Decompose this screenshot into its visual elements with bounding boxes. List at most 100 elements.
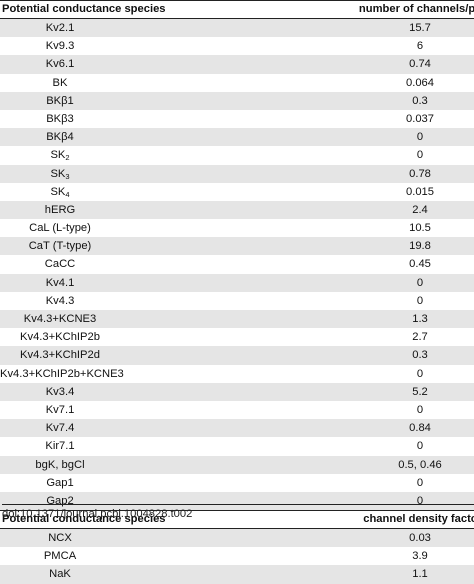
species-name: NaK — [49, 568, 71, 581]
subscript: 4 — [65, 189, 70, 199]
table-row: BKβ4 0 — [0, 128, 474, 147]
species-name: Kv7.1 — [45, 403, 75, 416]
species-value: 19.8 — [409, 240, 431, 253]
table-row: CaCC 0.45 — [0, 255, 474, 273]
species-name: Kv2.1 — [45, 22, 75, 34]
species-value: 0 — [416, 403, 424, 416]
species-value: 0.064 — [406, 76, 434, 89]
table-row: Kv7.4 0.84 — [0, 419, 474, 438]
species-name: Kv4.3+KChIP2d — [20, 349, 100, 362]
table-row: BK 0.064 — [0, 74, 474, 92]
table-row: Kv4.3 0 — [0, 292, 474, 310]
species-value: 0 — [416, 294, 424, 307]
species-value: 0 — [416, 476, 424, 489]
table-row: Gap2 0 — [0, 491, 474, 511]
table-row: SK2 0 — [0, 146, 474, 164]
table-row: SK3 0.78 — [0, 164, 474, 183]
species-name: BKβ3 — [46, 112, 74, 125]
table-row: Kv4.3+KCNE3 1.3 — [0, 310, 474, 329]
species-value: 0.74 — [409, 58, 431, 71]
species-name: PMCA — [43, 550, 77, 563]
species-value: 0 — [416, 494, 424, 507]
species-value: 2.7 — [412, 331, 428, 344]
table-row: Kv9.3 6 — [0, 37, 474, 55]
species-value: 0.037 — [406, 112, 434, 125]
species-name: Kir7.1 — [45, 440, 75, 453]
species-value: 0.3 — [412, 94, 428, 107]
species-value: 0 — [416, 131, 424, 144]
species-name: SK3 — [50, 167, 70, 181]
species-value: 0 — [416, 440, 424, 453]
species-name: BKβ4 — [46, 131, 74, 144]
table-row: Kv4.1 0 — [0, 273, 474, 292]
species-name: hERG — [44, 203, 76, 216]
species-value: 6 — [416, 40, 424, 53]
doi-footer: doi:10.1371/journal.pcbi.1004828.t002 — [2, 504, 474, 523]
species-name: Kv4.1 — [45, 276, 75, 289]
species-value: 0 — [416, 149, 424, 162]
table-row: NaK 1.1 — [0, 565, 474, 584]
table-row: Kv7.1 0 — [0, 401, 474, 419]
header-species: Potential conductance species — [2, 3, 166, 15]
table-header-row: Potential conductance species number of c… — [0, 0, 474, 19]
species-name: BKβ1 — [46, 94, 74, 107]
table-row: hERG 2.4 — [0, 200, 474, 220]
subscript: 3 — [65, 171, 70, 181]
species-name: CaL (L-type) — [29, 222, 91, 235]
species-name: Kv6.1 — [45, 58, 75, 71]
species-value: 0 — [416, 276, 424, 289]
table-row: Kv4.3+KChIP2b+KCNE3 0 — [0, 365, 474, 383]
subscript: 2 — [65, 153, 70, 163]
species-name: NCX — [48, 532, 72, 545]
species-name: SK2 — [50, 149, 70, 163]
species-value: 5.2 — [412, 385, 428, 398]
header-value: number of channels/pF — [358, 3, 474, 15]
table-row: Kv4.3+KChIP2b 2.7 — [0, 328, 474, 346]
species-name: Kv4.3+KCNE3 — [23, 313, 97, 325]
species-value: 1.1 — [412, 568, 428, 581]
table-row: Kir7.1 0 — [0, 437, 474, 455]
species-value: 1.3 — [412, 313, 428, 325]
species-value: 15.7 — [409, 22, 431, 34]
table-row: Kv6.1 0.74 — [0, 55, 474, 74]
species-value: 0.015 — [406, 185, 434, 198]
species-name: CaT (T-type) — [28, 240, 92, 253]
species-name: Gap1 — [46, 476, 74, 489]
species-name: Gap2 — [46, 494, 74, 507]
table-row: BKβ1 0.3 — [0, 91, 474, 110]
species-name: CaCC — [44, 258, 76, 271]
table-row: Kv3.4 5.2 — [0, 382, 474, 401]
species-value: 10.5 — [409, 222, 431, 235]
species-name: BK — [52, 76, 68, 89]
species-value: 0.84 — [409, 422, 431, 435]
species-name: Kv4.3+KChIP2b — [20, 331, 100, 344]
species-name: Kv7.4 — [45, 422, 75, 435]
species-value: 0.3 — [412, 349, 428, 362]
table-row: bgK, bgCl 0.5, 0.46 — [0, 455, 474, 474]
header-value: channel density factor — [363, 513, 474, 526]
table-row: Gap1 0 — [0, 474, 474, 492]
species-name: Kv4.3 — [45, 294, 75, 307]
species-value: 0.78 — [409, 167, 431, 180]
species-value: 0 — [416, 367, 424, 380]
species-value: 3.9 — [412, 550, 428, 563]
table-row: Kv4.3+KChIP2d 0.3 — [0, 346, 474, 365]
species-value: 0.03 — [409, 532, 431, 545]
species-name: Kv9.3 — [45, 40, 75, 53]
species-value: 2.4 — [412, 203, 428, 216]
species-value: 0.5, 0.46 — [398, 458, 442, 471]
species-name: bgK, bgCl — [35, 458, 85, 471]
table-row: PMCA 3.9 — [0, 547, 474, 565]
table-row: BKβ3 0.037 — [0, 110, 474, 128]
table-row: CaT (T-type) 19.8 — [0, 237, 474, 256]
species-value: 0.45 — [409, 258, 431, 271]
header-species: Potential conductance species — [2, 513, 166, 526]
table-row: Kv2.1 15.7 — [0, 19, 474, 38]
species-name: Kv4.3+KChIP2b+KCNE3 — [0, 367, 124, 380]
table-row: NCX 0.03 — [0, 529, 474, 548]
table-row: SK4 0.015 — [0, 183, 474, 201]
table-row: CaL (L-type) 10.5 — [0, 219, 474, 237]
species-name: Kv3.4 — [45, 385, 75, 398]
species-name: SK4 — [50, 185, 70, 199]
